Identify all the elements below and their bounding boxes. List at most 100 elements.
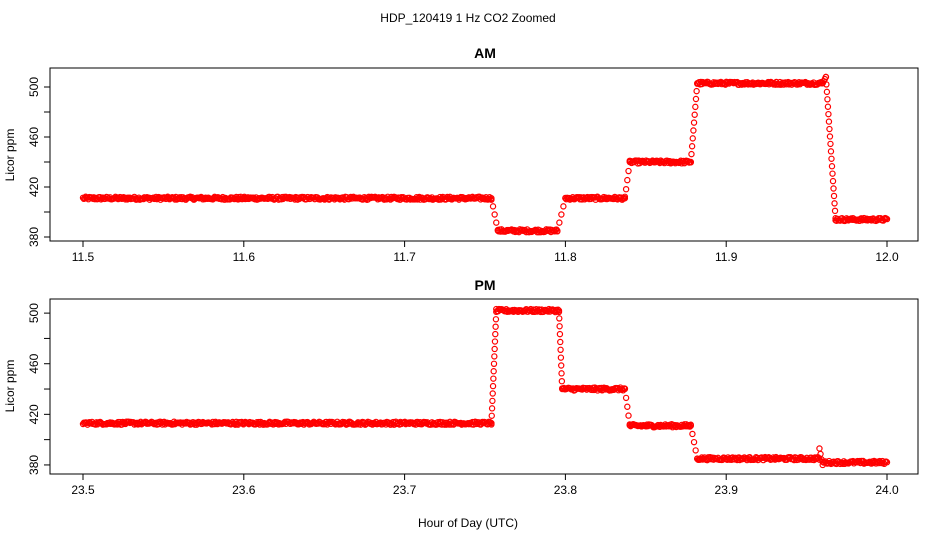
am-data-point — [828, 163, 836, 170]
pm-data-point — [555, 307, 563, 314]
am-data-point — [822, 73, 830, 81]
am-plot-frame — [49, 67, 919, 242]
am-data-point — [624, 176, 631, 184]
pm-xtick-label: 23.7 — [393, 483, 417, 497]
pm-data-point — [558, 377, 566, 385]
pm-data-point — [622, 394, 630, 402]
am-data-point — [824, 96, 831, 103]
am-data-point — [488, 195, 495, 202]
pm-data-point — [625, 412, 632, 419]
am-data-point — [560, 203, 567, 210]
pm-data-point — [689, 430, 696, 438]
pm-data-point — [488, 419, 495, 427]
am-data-point — [556, 219, 563, 226]
am-xtick-label: 11.5 — [72, 250, 95, 264]
pm-x-axis: 23.5 23.6 23.7 23.8 23.9 24.0 — [71, 473, 899, 497]
am-data-point — [823, 81, 830, 88]
am-data-point — [621, 195, 629, 202]
am-xtick-label: 11.6 — [233, 250, 256, 264]
pm-ytick-label: 420 — [27, 404, 41, 424]
am-data-point — [830, 185, 837, 192]
pm-data-point — [687, 422, 695, 429]
pm-xtick-label: 23.6 — [232, 483, 256, 497]
pm-data-point — [489, 390, 496, 397]
pm-data-point — [490, 360, 498, 368]
am-x-axis: 11.5 11.6 11.7 11.8 11.9 12.0 — [72, 240, 899, 264]
am-data-point — [825, 118, 833, 125]
am-data-point — [622, 185, 630, 193]
am-data-point — [823, 88, 831, 96]
pm-ytick-label: 500 — [27, 303, 41, 323]
pm-xtick-label: 23.9 — [715, 483, 739, 497]
am-data-point — [830, 192, 838, 200]
pm-xtick-label: 23.8 — [554, 483, 578, 497]
pm-data-point — [621, 385, 629, 393]
pm-ytick-label: 380 — [27, 455, 41, 475]
am-data-point — [690, 119, 698, 126]
pm-ytick-label: 460 — [27, 353, 41, 373]
am-data-point — [690, 127, 697, 134]
am-data-point — [829, 170, 836, 177]
am-data-point — [827, 140, 834, 148]
am-xtick-label: 11.7 — [393, 250, 416, 264]
am-ytick-label: 460 — [27, 127, 41, 147]
am-points — [79, 73, 891, 236]
pm-data-point — [557, 354, 565, 361]
pm-data-point — [556, 323, 563, 330]
pm-data-point — [557, 338, 564, 346]
pm-data-point — [488, 412, 495, 419]
pm-data-point — [492, 316, 500, 323]
pm-data-point — [492, 323, 499, 330]
am-xtick-label: 11.8 — [554, 250, 577, 264]
am-xtick-label: 12.0 — [875, 250, 899, 264]
am-title: AM — [474, 45, 496, 61]
am-data-point — [493, 219, 500, 226]
pm-ylabel: Licor ppm — [3, 360, 17, 413]
am-data-point — [688, 150, 695, 158]
pm-data-point — [692, 447, 699, 454]
pm-data-point — [492, 330, 499, 338]
am-data-point — [826, 133, 834, 140]
pm-data-point — [690, 438, 698, 446]
pm-data-point — [624, 403, 631, 410]
chart-am: AM 11.5 11.6 11.7 11.8 11.9 12.0 380 420 460 500… — [3, 45, 919, 264]
am-data-point — [692, 103, 699, 111]
figure-title: HDP_120419 1 Hz CO2 Zoomed — [380, 11, 555, 25]
am-data-point — [824, 103, 832, 110]
am-data-point — [828, 155, 835, 162]
pm-data-point — [883, 459, 891, 466]
pm-data-point — [556, 315, 563, 322]
am-data-point — [827, 148, 835, 155]
pm-data-point — [490, 375, 497, 382]
am-data-point — [693, 87, 700, 95]
am-y-axis: 380 420 460 500 — [27, 77, 51, 247]
pm-data-point — [558, 370, 565, 377]
pm-points — [79, 305, 891, 469]
pm-data-point — [558, 362, 565, 369]
pm-y-axis: 380 420 460 500 — [27, 303, 51, 475]
figure-xlabel: Hour of Day (UTC) — [418, 516, 518, 530]
pm-data-point — [557, 346, 564, 354]
am-ylabel: Licor ppm — [3, 129, 17, 182]
am-data-point — [687, 158, 695, 166]
am-data-point — [489, 203, 497, 210]
pm-data-point — [491, 345, 498, 353]
am-data-point — [688, 143, 696, 150]
am-data-point — [829, 177, 837, 185]
pm-title: PM — [475, 277, 496, 293]
am-data-point — [826, 125, 833, 133]
am-ytick-label: 420 — [27, 177, 41, 197]
pm-xtick-label: 24.0 — [875, 483, 899, 497]
am-data-point — [831, 207, 839, 215]
am-xtick-label: 11.9 — [715, 250, 738, 264]
am-ytick-label: 500 — [27, 77, 41, 97]
am-data-point — [625, 167, 632, 175]
am-data-point — [883, 215, 891, 223]
pm-xtick-label: 23.5 — [71, 483, 95, 497]
chart-pm: PM 23.5 23.6 23.7 23.8 23.9 24.0 380 420 460 500… — [3, 277, 919, 497]
pm-data-point — [556, 330, 564, 338]
am-data-point — [831, 200, 838, 207]
pm-plot-frame — [49, 298, 919, 475]
am-data-point — [689, 135, 696, 142]
am-data-point — [825, 110, 832, 118]
